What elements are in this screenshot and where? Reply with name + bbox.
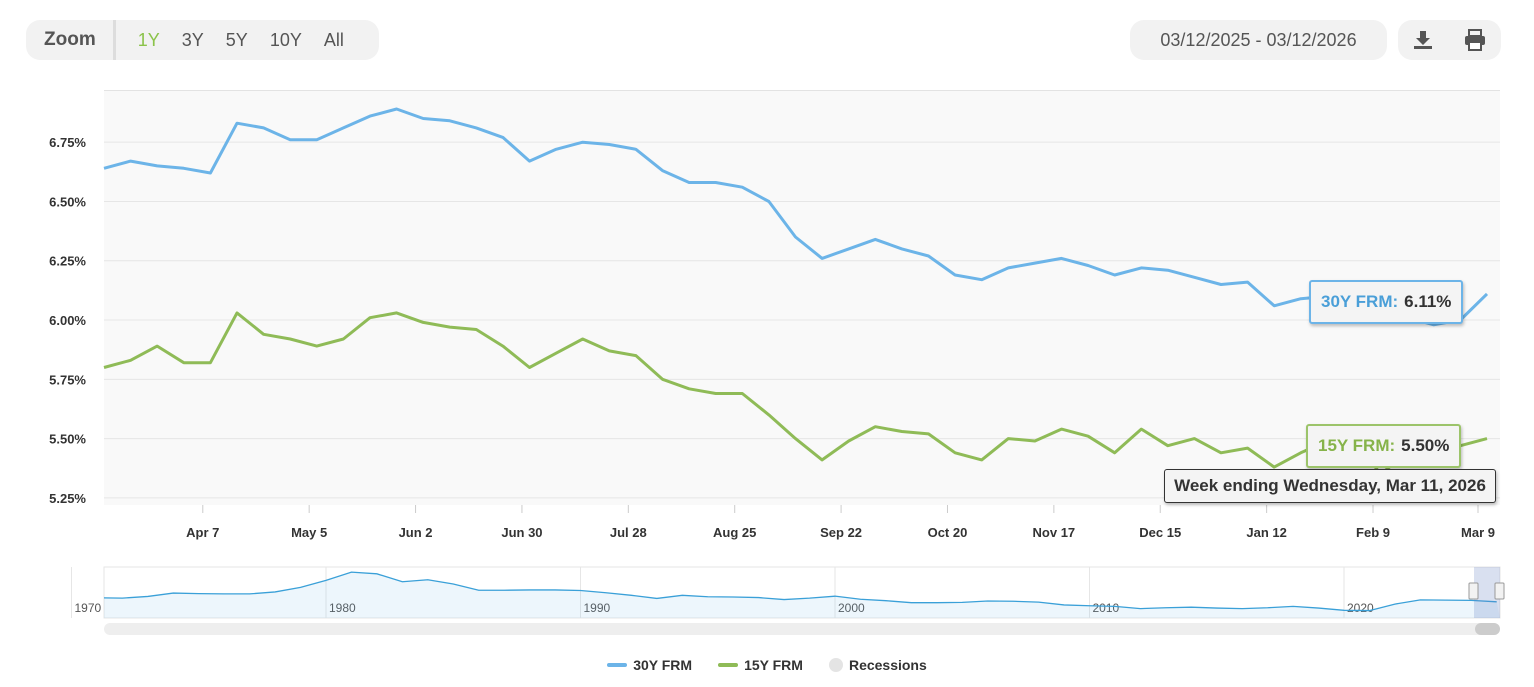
- legend-item-15y[interactable]: 15Y FRM: [718, 657, 803, 673]
- x-tick-label: Aug 25: [713, 525, 756, 540]
- x-tick-label: May 5: [291, 525, 327, 540]
- zoom-3y-button[interactable]: 3Y: [181, 29, 204, 50]
- export-buttons: [1398, 20, 1501, 60]
- scrollbar-track[interactable]: [104, 623, 1500, 635]
- navigator-handle-right[interactable]: [1494, 582, 1505, 600]
- navigator-handle-left[interactable]: [1468, 582, 1479, 600]
- x-tick-label: Dec 15: [1139, 525, 1181, 540]
- zoom-selector: Zoom 1Y 3Y 5Y 10Y All: [26, 20, 379, 60]
- navigator-tick-label: 2000: [838, 601, 865, 615]
- tooltip-15y: 15Y FRM: 5.50%: [1306, 424, 1462, 468]
- y-tick-label: 6.75%: [49, 135, 86, 150]
- y-tick-label: 5.25%: [49, 491, 86, 506]
- x-tick-label: Jan 12: [1246, 525, 1286, 540]
- legend-label-30y: 30Y FRM: [633, 657, 693, 673]
- date-range-input[interactable]: 03/12/2025 - 03/12/2026: [1130, 20, 1387, 60]
- tooltip-30y-value: 6.11%: [1404, 292, 1452, 311]
- tooltip-30y: 30Y FRM: 6.11%: [1309, 280, 1464, 324]
- navigator-background: [103, 566, 1501, 619]
- legend-swatch-15y: [718, 663, 739, 667]
- y-tick-label: 5.50%: [49, 432, 86, 447]
- legend-label-15y: 15Y FRM: [744, 657, 803, 673]
- x-tick-label: Apr 7: [186, 525, 219, 540]
- navigator[interactable]: 1970 1980 1990 2000 2010 2020: [71, 566, 1505, 635]
- zoom-1y-button[interactable]: 1Y: [137, 29, 160, 50]
- navigator-tick-label: 1990: [584, 601, 611, 615]
- navigator-tick-label: 1980: [329, 601, 356, 615]
- navigator-tick-label: 2010: [1093, 601, 1120, 615]
- y-tick-label: 5.75%: [49, 372, 86, 387]
- legend-swatch-recessions: [828, 658, 843, 672]
- chart-svg: 5.25% 5.50% 5.75% 6.00% 6.25% 6.50% 6.75% Apr 7…: [49, 90, 1505, 635]
- x-tick-label: Jul 28: [610, 525, 647, 540]
- tooltip-30y-label: 30Y FRM:: [1321, 292, 1399, 311]
- tooltip-15y-label: 15Y FRM:: [1318, 436, 1396, 455]
- tooltip-15y-value: 5.50%: [1401, 436, 1450, 455]
- navigator-tick-label: 2020: [1347, 601, 1374, 615]
- y-tick-label: 6.00%: [49, 313, 86, 328]
- x-tick-label: Oct 20: [928, 525, 968, 540]
- x-tick-label: Jun 2: [399, 525, 433, 540]
- zoom-label: Zoom: [26, 20, 116, 60]
- x-tick-label: Nov 17: [1033, 525, 1076, 540]
- x-tick-label: Feb 9: [1356, 525, 1390, 540]
- zoom-5y-button[interactable]: 5Y: [225, 29, 248, 50]
- plot-background: [104, 90, 1500, 505]
- navigator-area: [104, 572, 1500, 618]
- zoom-10y-button[interactable]: 10Y: [269, 29, 302, 50]
- legend-item-recessions[interactable]: Recessions: [828, 657, 927, 673]
- legend: 30Y FRM 15Y FRM Recessions: [0, 657, 1534, 673]
- scrollbar-thumb[interactable]: [1475, 623, 1500, 635]
- tooltip-date: Week ending Wednesday, Mar 11, 2026: [1164, 469, 1496, 503]
- zoom-all-button[interactable]: All: [323, 29, 344, 50]
- legend-label-recessions: Recessions: [848, 657, 927, 673]
- y-tick-label: 6.25%: [49, 254, 86, 269]
- x-tick-label: Jun 30: [501, 525, 542, 540]
- y-tick-label: 6.50%: [49, 194, 86, 209]
- navigator-tick-label: 1970: [75, 601, 102, 615]
- x-tick-label: Mar 9: [1461, 525, 1495, 540]
- legend-swatch-30y: [607, 663, 628, 667]
- legend-item-30y[interactable]: 30Y FRM: [607, 657, 692, 673]
- download-icon[interactable]: [1412, 29, 1434, 51]
- x-tick-label: Sep 22: [820, 525, 862, 540]
- print-icon[interactable]: [1463, 29, 1487, 51]
- navigator-series: [103, 571, 1497, 612]
